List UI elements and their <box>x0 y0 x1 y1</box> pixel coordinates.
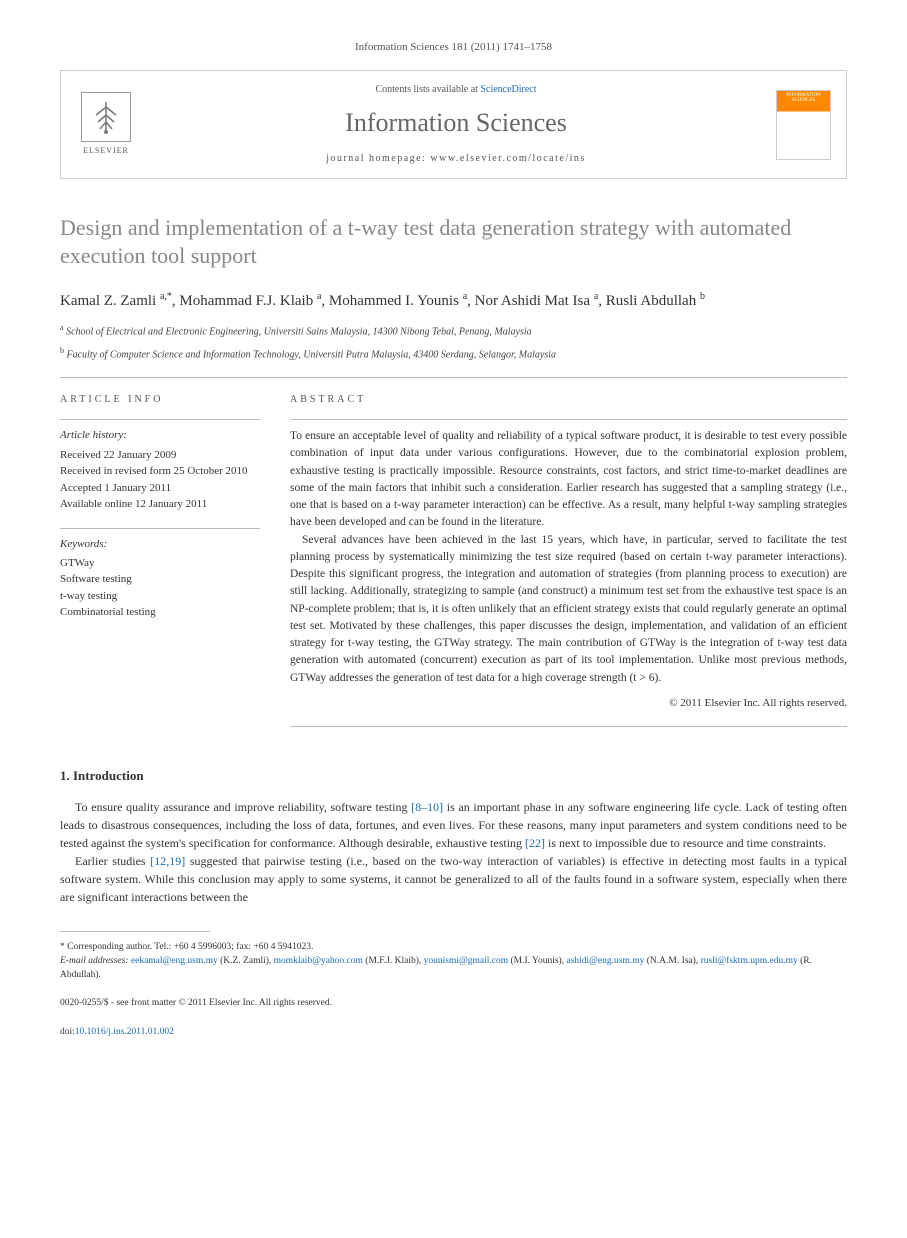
cover-title: INFORMATION SCIENCES <box>779 93 828 103</box>
history-line: Received in revised form 25 October 2010 <box>60 463 260 480</box>
email-link[interactable]: younismi@gmail.com <box>424 956 508 966</box>
sciencedirect-link[interactable]: ScienceDirect <box>480 84 536 95</box>
affiliations: a School of Electrical and Electronic En… <box>60 322 847 362</box>
journal-reference: Information Sciences 181 (2011) 1741–175… <box>60 40 847 55</box>
contents-available-line: Contents lists available at ScienceDirec… <box>151 83 761 97</box>
keywords-heading: Keywords: <box>60 537 260 552</box>
abstract-column: ABSTRACT To ensure an acceptable level o… <box>290 393 847 742</box>
article-history-block: Article history: Received 22 January 200… <box>60 419 260 512</box>
elsevier-logo: ELSEVIER <box>76 90 136 160</box>
history-line: Accepted 1 January 2011 <box>60 480 260 497</box>
history-line: Available online 12 January 2011 <box>60 496 260 513</box>
header-center: Contents lists available at ScienceDirec… <box>151 83 761 165</box>
keyword: Combinatorial testing <box>60 604 260 621</box>
corresponding-author: * Corresponding author. Tel.: +60 4 5996… <box>60 940 847 954</box>
copyright-line: © 2011 Elsevier Inc. All rights reserved… <box>290 695 847 712</box>
divider <box>60 377 847 378</box>
body-paragraph: Earlier studies [12,19] suggested that p… <box>60 852 847 906</box>
issn-copyright: 0020-0255/$ - see front matter © 2011 El… <box>60 997 847 1010</box>
email-link[interactable]: momklaib@yahoo.com <box>274 956 363 966</box>
reference-link[interactable]: [12,19] <box>150 854 185 868</box>
elsevier-tree-icon <box>81 92 131 142</box>
journal-name: Information Sciences <box>151 105 761 141</box>
email-addresses: E-mail addresses: eekamal@eng.usm.my (K.… <box>60 954 847 983</box>
elsevier-label: ELSEVIER <box>83 145 129 156</box>
contents-text: Contents lists available at <box>375 84 480 95</box>
info-abstract-columns: ARTICLE INFO Article history: Received 2… <box>60 393 847 742</box>
keyword: Software testing <box>60 571 260 588</box>
abstract-paragraph: To ensure an acceptable level of quality… <box>290 428 847 532</box>
reference-link[interactable]: [22] <box>525 836 545 850</box>
keyword: GTWay <box>60 555 260 572</box>
intro-body: To ensure quality assurance and improve … <box>60 798 847 906</box>
body-paragraph: To ensure quality assurance and improve … <box>60 798 847 852</box>
article-title: Design and implementation of a t-way tes… <box>60 214 847 271</box>
article-info-column: ARTICLE INFO Article history: Received 2… <box>60 393 260 742</box>
abstract-label: ABSTRACT <box>290 393 847 407</box>
abstract-text: To ensure an acceptable level of quality… <box>290 419 847 711</box>
article-info-label: ARTICLE INFO <box>60 393 260 407</box>
section-heading-intro: 1. Introduction <box>60 767 847 785</box>
journal-header-box: ELSEVIER Contents lists available at Sci… <box>60 70 847 178</box>
divider <box>290 726 847 727</box>
keyword: t-way testing <box>60 588 260 605</box>
doi-link[interactable]: 10.1016/j.ins.2011.01.002 <box>75 1027 174 1037</box>
footer-divider <box>60 931 210 932</box>
reference-link[interactable]: [8–10] <box>411 800 443 814</box>
email-link[interactable]: eekamal@eng.usm.my <box>131 956 218 966</box>
email-link[interactable]: rusli@fsktm.upm.edu.my <box>701 956 798 966</box>
authors-list: Kamal Z. Zamli a,*, Mohammad F.J. Klaib … <box>60 289 847 313</box>
journal-cover-thumbnail: INFORMATION SCIENCES <box>776 90 831 160</box>
doi-label: doi: <box>60 1027 75 1037</box>
affiliation-b: b Faculty of Computer Science and Inform… <box>60 345 847 362</box>
abstract-paragraph: Several advances have been achieved in t… <box>290 532 847 687</box>
affiliation-a: a School of Electrical and Electronic En… <box>60 322 847 339</box>
email-link[interactable]: ashidi@eng.usm.my <box>566 956 644 966</box>
keywords-block: Keywords: GTWay Software testing t-way t… <box>60 528 260 621</box>
history-heading: Article history: <box>60 428 260 443</box>
journal-homepage: journal homepage: www.elsevier.com/locat… <box>151 152 761 166</box>
history-line: Received 22 January 2009 <box>60 447 260 464</box>
doi-line: doi:10.1016/j.ins.2011.01.002 <box>60 1026 847 1039</box>
